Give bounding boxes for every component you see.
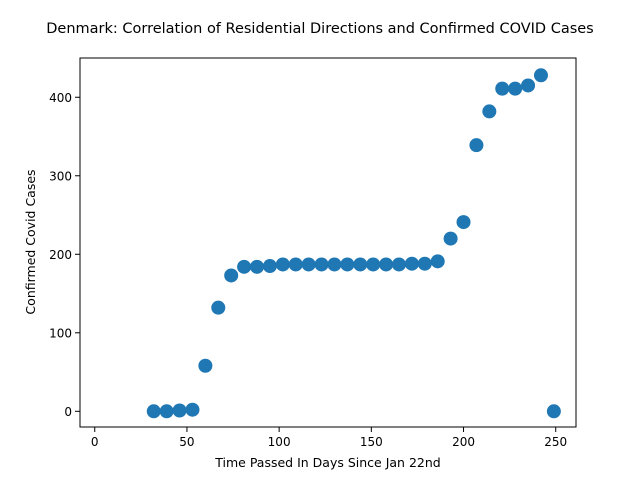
y-tick-label: 200 [49,248,72,262]
data-point [314,257,329,272]
data-point [366,257,381,272]
data-point [185,402,200,417]
x-tick-label: 250 [544,435,567,449]
y-axis-label: Confirmed Covid Cases [23,169,38,314]
x-tick-label: 200 [452,435,475,449]
x-tick-label: 50 [179,435,194,449]
data-point [482,104,497,119]
plot-frame [79,57,577,428]
data-point [275,257,290,272]
y-tick-label: 400 [49,91,72,105]
data-point [198,358,213,373]
data-point [353,257,368,272]
data-point [404,256,419,271]
data-point [159,404,174,419]
data-point [211,300,226,315]
data-point [237,259,252,274]
data-point [456,215,471,230]
data-point [301,257,316,272]
data-point [533,68,548,83]
x-axis-label: Time Passed In Days Since Jan 22nd [214,455,440,470]
data-point [172,403,187,418]
data-point [379,257,394,272]
data-points [146,68,561,419]
data-point [417,256,432,271]
data-point [521,78,536,93]
data-point [327,257,342,272]
x-tick-label: 100 [268,435,291,449]
data-point [250,259,265,274]
data-point [262,259,277,274]
data-point [430,254,445,269]
data-point [469,138,484,153]
x-tick-label: 150 [360,435,383,449]
y-axis-ticks: 0 100 200 300 400 [49,91,80,419]
data-point [224,268,239,283]
y-tick-label: 100 [49,326,72,340]
chart-title: Denmark: Correlation of Residential Dire… [46,21,594,37]
data-point [340,257,355,272]
data-point [508,81,523,96]
x-axis-ticks: 0 50 100 150 200 250 [91,427,567,449]
data-point [443,231,458,246]
data-point [391,257,406,272]
data-point [146,404,161,419]
data-point [288,257,303,272]
x-tick-label: 0 [91,435,99,449]
data-point [546,404,561,419]
y-tick-label: 0 [64,405,72,419]
y-tick-label: 300 [49,169,72,183]
data-point [495,81,510,96]
